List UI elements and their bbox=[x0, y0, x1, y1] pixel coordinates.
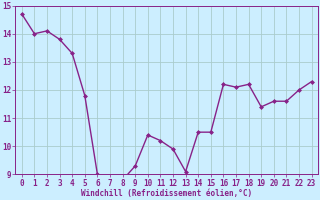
X-axis label: Windchill (Refroidissement éolien,°C): Windchill (Refroidissement éolien,°C) bbox=[81, 189, 252, 198]
